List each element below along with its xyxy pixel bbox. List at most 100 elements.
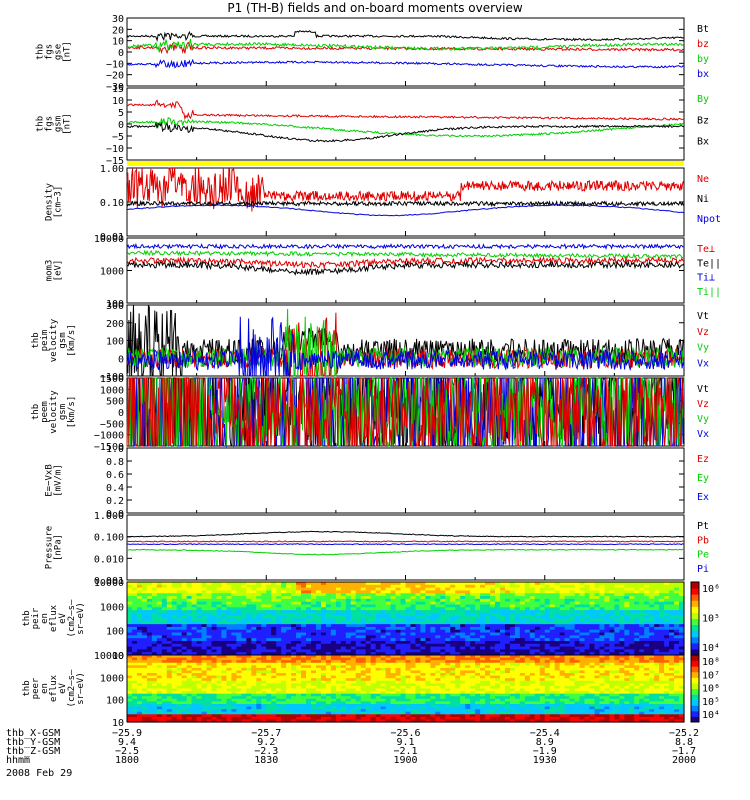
panel-fgs-gse-frame: [126, 17, 685, 87]
footer-value: 9.4: [118, 737, 136, 748]
panel-fgs-gse-ylabel: [nT]: [63, 41, 73, 63]
footer-row-label: thb_X-GSM: [6, 728, 60, 739]
footer-value: 9.2: [257, 737, 275, 748]
panel-peim-velocity-ylabel: [km/s]: [67, 324, 77, 357]
panel-fgs-gse-legend-bx: bx: [697, 69, 709, 80]
panel-fgs-gsm-ytick-label: 10: [112, 96, 124, 107]
panel-temperature-ylabel: mom3: [45, 260, 55, 282]
panel-pressure-legend-Pi: Pi: [697, 564, 709, 575]
trace-Ni: [126, 199, 685, 208]
panel-fgs-gse-ylabel: gse: [54, 44, 64, 60]
spectrogram-peir-colorbar-label: 10⁶: [702, 584, 720, 595]
footer-value: −2.5: [115, 746, 139, 757]
panel-peim-velocity-ytick-label: −100: [100, 372, 124, 383]
panel-peer-eflux-ylabel: peer: [31, 677, 41, 699]
footer-row-label: thb_Y-GSM: [6, 737, 60, 748]
panel-peer-eflux-ylabel: thb: [22, 680, 32, 696]
panel-peem-velocity-ylabel: gsm: [58, 404, 68, 420]
trace-Bt: [126, 30, 685, 43]
panel-pressure-ytick-label: 0.001: [94, 576, 124, 587]
panel-peer-eflux-ytick-label: 100: [106, 696, 124, 707]
panel-fgs-gse-ylabel: fgs: [45, 44, 55, 60]
footer-value: 9.1: [396, 737, 414, 748]
spectrogram-peer-colorbar-frame: [690, 654, 700, 723]
panel-peem-velocity-ytick-label: 1500: [100, 374, 124, 385]
spectrogram-peer-colorbar-label: 10⁵: [702, 697, 720, 708]
panel-temperature-legend-Ti⊥: Ti⊥: [697, 273, 715, 284]
panel-fgs-gse-ytick-label: −20: [106, 71, 124, 82]
panel-fgs-gse-ytick-label: 20: [112, 25, 124, 36]
panel-peir-eflux-ylabel: en: [40, 613, 50, 624]
footer-row-label: thb_Z-GSM: [6, 746, 60, 757]
panel-peem-velocity-legend-Vz: Vz: [697, 399, 709, 410]
panel-peir-eflux-ytick-label: 1000: [100, 602, 124, 613]
trace-Ti-par: [126, 249, 685, 260]
footer-value: 1930: [533, 755, 557, 766]
panel-peir-eflux-ylabel: eflux: [49, 604, 59, 632]
panel-efield-legend-Ex: Ex: [697, 492, 709, 503]
footer-value: −2.1: [393, 746, 417, 757]
panel-peir-eflux-ylabel: peir: [31, 607, 41, 629]
panel-fgs-gse-ytick-label: −30: [106, 82, 124, 93]
trace-Ne: [126, 167, 685, 212]
panel-pressure-legend-Pe: Pe: [697, 550, 709, 561]
trace-Vx-peim: [126, 316, 685, 378]
panel-fgs-gse-legend-bz: bz: [697, 39, 709, 50]
panel-fgs-gse-legend-Bt: Bt: [697, 24, 709, 35]
panel-density-legend-Ne: Ne: [697, 174, 709, 185]
trace-Pe: [126, 548, 685, 556]
trace-Pi: [127, 543, 685, 546]
panel-peem-velocity-legend-Vy: Vy: [697, 414, 709, 425]
footer-value: −25.2: [669, 728, 699, 739]
spectrogram-peir: [127, 582, 685, 656]
panel-peim-velocity-ylabel: velocity: [49, 318, 59, 362]
footer-value: 8.9: [536, 737, 554, 748]
panel-peer-eflux-ylabel: sr–eV): [76, 672, 86, 705]
panel-fgs-gsm-frame: [126, 87, 685, 161]
footer-value: 1900: [393, 755, 417, 766]
trace-Pt: [126, 530, 685, 538]
panel-peir-eflux-ytick-label: 10000: [94, 578, 124, 589]
footer-row-label: hhmm: [6, 755, 30, 766]
panel-peem-velocity-ylabel: [km/s]: [67, 396, 77, 429]
page-title: P1 (TH-B) fields and on-board moments ov…: [227, 1, 523, 15]
trace-Vy-peim: [126, 308, 685, 377]
panel-efield-ytick-label: 0.0: [106, 509, 124, 520]
panel-peer-eflux-ytick-label: 1000: [100, 673, 124, 684]
spectrogram-peir-colorbar-label: 10⁵: [702, 614, 720, 625]
trace-by: [126, 38, 685, 53]
panel-efield-ylabel: E=−VxB: [45, 464, 55, 497]
panel-temperature-ytick-label: 10000: [94, 234, 124, 245]
panel-peim-velocity-legend-Vy: Vy: [697, 343, 709, 354]
panel-density-ylabel: [cm−3]: [54, 186, 64, 219]
panel-fgs-gsm-legend-Bx: Bx: [697, 137, 709, 148]
panel-pressure-ylabel: [nPa]: [54, 534, 64, 561]
footer-value: −25.7: [251, 728, 281, 739]
panel-pressure-ylabel: Pressure: [45, 526, 55, 569]
panel-fgs-gse-ylabel: thb: [36, 44, 46, 60]
trace-Bz-gsm: [126, 99, 685, 121]
panel-peim-velocity-legend-Vx: Vx: [697, 358, 709, 369]
panel-peim-velocity-legend-Vt: Vt: [697, 311, 709, 322]
spectrogram-peer-colorbar: [691, 655, 699, 723]
panel-efield-ytick-label: 0.4: [106, 483, 124, 494]
panel-peim-velocity-ytick-label: 200: [106, 319, 124, 330]
panel-density-legend-Ni: Ni: [697, 194, 709, 205]
panel-peir-eflux-ytick-label: 100: [106, 627, 124, 638]
panel-peem-velocity-ylabel: velocity: [49, 390, 59, 434]
footer-date: 2008 Feb 29: [6, 768, 72, 779]
panel-pressure-legend-Pt: Pt: [697, 521, 709, 532]
panel-pressure-ytick-label: 1.000: [94, 511, 124, 522]
spectrogram-peir-colorbar: [691, 582, 699, 656]
spectrogram-peer-colorbar-label: 10⁷: [702, 670, 720, 681]
panel-peer-eflux-ytick-label: 10000: [94, 651, 124, 662]
panel-peem-velocity-ytick-label: 0: [118, 408, 124, 419]
panel-fgs-gsm-ytick-label: 15: [112, 84, 124, 95]
panel-peir-eflux-ylabel: sr–eV): [76, 602, 86, 635]
panel-pressure-frame: [126, 514, 685, 581]
panel-peem-velocity-ytick-label: −1000: [94, 431, 124, 442]
trace-Bx-gsm: [126, 121, 685, 143]
trace-bx: [126, 58, 685, 69]
panel-fgs-gsm-ylabel: gsm: [54, 116, 64, 132]
quality-flag-bar: [127, 161, 684, 166]
